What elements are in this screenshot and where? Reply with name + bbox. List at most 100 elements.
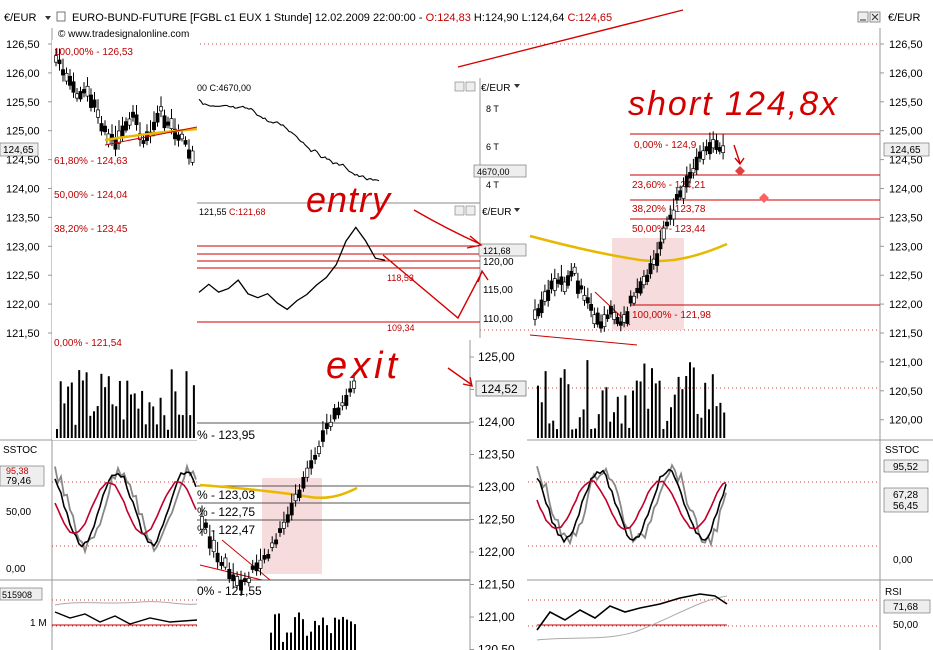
inset-mid-close-icon[interactable] [465, 205, 476, 216]
stoch-right-value-3: 56,45 [893, 501, 918, 512]
inset-bottom-candle [278, 528, 282, 533]
left-candle [152, 121, 156, 131]
inset-bottom-candle [289, 502, 294, 516]
left-candle [190, 150, 195, 163]
left-volume-bar [174, 391, 177, 438]
handwritten-labels: short 124,8x entry exit [306, 85, 839, 387]
inset-top-chart: 00 C:4670,00 €/EUR 8 T 6 T 4 T 4670,00 [197, 78, 527, 203]
left-fib-panel [52, 40, 197, 440]
left-candle [75, 93, 79, 99]
inset-mid-min-icon[interactable] [454, 205, 465, 216]
minimize-icon[interactable] [857, 11, 869, 23]
right-candle [569, 270, 574, 277]
right-volume-bar [540, 402, 543, 438]
right-candle [684, 175, 689, 188]
inset-bottom-volume-bar [346, 619, 348, 650]
left-candle [187, 149, 191, 159]
inset-bottom-candle [332, 408, 337, 420]
inset-bottom-candle [211, 539, 216, 553]
left-volume-bar [178, 414, 181, 438]
inset-top-line [198, 98, 380, 182]
right-axis-tick: 123,50 [889, 212, 923, 224]
right-candle [665, 221, 669, 227]
right-volume-bar [696, 413, 699, 438]
chevron-down-icon[interactable] [514, 208, 520, 212]
stoch-name-left: SSTOC [3, 445, 37, 456]
right-volume-bar [586, 360, 589, 438]
right-candle [602, 314, 607, 327]
right-volume-bar [537, 385, 539, 438]
right-candle [618, 321, 623, 326]
right-volume-bar [552, 420, 555, 438]
left-volume-bar [96, 406, 99, 438]
inset-mid-tick-115: 115,00 [483, 285, 513, 296]
right-volume-bar [689, 362, 691, 438]
left-volume-bar [56, 428, 58, 438]
right-candle [559, 276, 564, 285]
short-annotation: short 124,8x [628, 85, 839, 123]
inset-top-currency: €/EUR [481, 83, 510, 94]
right-volume-bar [685, 376, 688, 438]
left-volume-bar [185, 371, 188, 438]
right-candle [638, 281, 643, 294]
inset-top-close-icon[interactable] [465, 81, 476, 92]
left-axis-tick: 125,50 [6, 97, 40, 109]
inset-bottom-candle [215, 552, 220, 563]
right-volume-bar [609, 421, 612, 438]
inset-bottom-volume-bar [318, 625, 320, 650]
inset-bottom-volume-bar [314, 620, 316, 650]
stoch-line-red-left [54, 480, 197, 535]
left-candle [54, 55, 58, 63]
stoch-right-tick-0: 0,00 [893, 555, 913, 566]
left-price-axis: 126,50 126,00 125,50 125,00 124,50 124,00 123,… [6, 39, 52, 340]
right-candle [585, 297, 590, 304]
left-volume-bar [59, 381, 62, 438]
inset-bottom-axis-tick: 124,00 [478, 415, 515, 429]
right-candle [552, 278, 557, 291]
last-price-right: 124,65 [890, 145, 921, 156]
inset-bottom-candle [254, 562, 259, 572]
stoch-line-gray-right [536, 462, 727, 548]
chevron-down-icon[interactable] [45, 16, 51, 20]
right-volume-bar [723, 412, 726, 438]
inset-bottom-candle [258, 559, 263, 569]
right-volume-bar [662, 428, 665, 438]
inset-bottom-candle [336, 407, 341, 416]
rsi-line-right [536, 593, 728, 631]
right-candle [658, 241, 663, 250]
right-volume-bar [559, 377, 562, 438]
inset-top-min-icon[interactable] [454, 81, 465, 92]
left-trend-line [104, 126, 198, 146]
stoch-line-red-right [536, 480, 727, 530]
left-axis-tick: 126,50 [6, 39, 40, 51]
right-candle [533, 309, 537, 320]
left-candle [103, 125, 107, 133]
left-price-region [52, 40, 198, 440]
stoch-left-tick-0: 0,00 [6, 564, 26, 575]
inset-bottom-candle [250, 565, 255, 570]
right-candle [575, 280, 580, 294]
right-candle [694, 156, 699, 171]
left-candle [169, 118, 174, 129]
left-axis-tick: 124,50 [6, 155, 40, 167]
right-volume-bar [548, 423, 551, 438]
left-candle [78, 91, 83, 100]
right-candle [645, 274, 650, 282]
entry-marker-1 [735, 166, 745, 176]
inset-bottom-candle [320, 430, 325, 442]
left-volume-bar [81, 380, 84, 438]
collapse-icon[interactable] [56, 11, 66, 22]
right-volume-bar [704, 382, 707, 438]
right-candle [608, 305, 613, 315]
inset-bottom-candle [293, 493, 298, 502]
right-candle [542, 291, 547, 302]
inset-top-price-box: 4670,00 [477, 167, 510, 177]
right-volume-bar [677, 376, 680, 438]
chevron-down-icon[interactable] [514, 84, 520, 88]
right-volume-bar [567, 384, 570, 438]
entry-annotation: entry [306, 179, 392, 220]
left-volume-bar [152, 406, 155, 438]
right-candle [655, 253, 660, 266]
inset-bottom-volume-bar [290, 632, 292, 650]
left-volume-bar [159, 397, 162, 438]
